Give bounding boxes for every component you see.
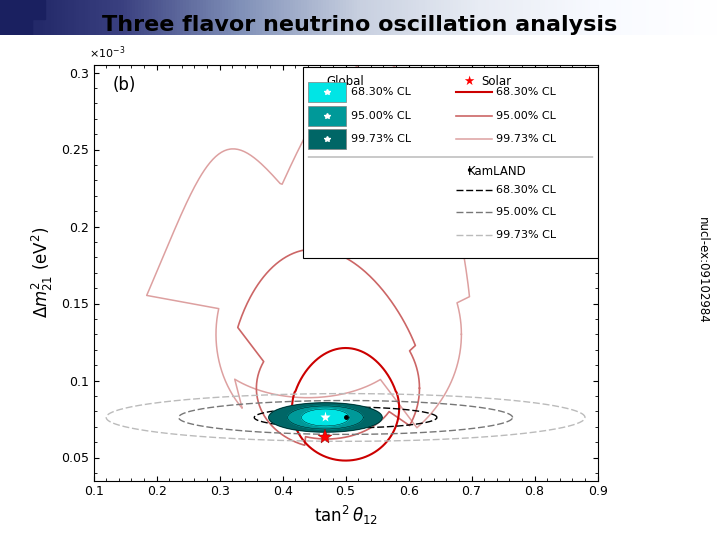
Polygon shape: [302, 409, 349, 426]
Text: 68.30% CL: 68.30% CL: [351, 87, 410, 97]
Polygon shape: [269, 403, 382, 432]
Text: ★: ★: [464, 75, 474, 88]
Text: 99.73% CL: 99.73% CL: [496, 134, 556, 144]
Text: Global: Global: [327, 75, 364, 88]
Text: (b): (b): [112, 76, 136, 93]
Text: •: •: [465, 165, 473, 178]
FancyBboxPatch shape: [302, 67, 598, 258]
Text: 95.00% CL: 95.00% CL: [496, 207, 556, 218]
Bar: [308, 82, 346, 102]
Bar: [308, 105, 346, 125]
Text: 95.00% CL: 95.00% CL: [496, 111, 556, 120]
Polygon shape: [288, 406, 364, 429]
Bar: [32, 0, 45, 19]
Text: Solar: Solar: [482, 75, 512, 88]
Text: nucl-ex:09102984: nucl-ex:09102984: [696, 217, 708, 323]
Text: 95.00% CL: 95.00% CL: [351, 111, 410, 120]
Text: 68.30% CL: 68.30% CL: [496, 87, 556, 97]
Y-axis label: $\Delta m^2_{21}\ (\mathrm{eV}^2)$: $\Delta m^2_{21}\ (\mathrm{eV}^2)$: [30, 227, 55, 319]
Text: 99.73% CL: 99.73% CL: [351, 134, 411, 144]
Text: Three flavor neutrino oscillation analysis: Three flavor neutrino oscillation analys…: [102, 15, 618, 35]
Text: $\times 10^{-3}$: $\times 10^{-3}$: [89, 44, 125, 60]
Text: 99.73% CL: 99.73% CL: [496, 230, 556, 240]
Bar: [0, 0, 32, 35]
Text: 68.30% CL: 68.30% CL: [496, 185, 556, 194]
X-axis label: $\tan^2\theta_{12}$: $\tan^2\theta_{12}$: [314, 504, 377, 527]
Bar: [308, 129, 346, 149]
Text: KamLAND: KamLAND: [467, 165, 526, 178]
